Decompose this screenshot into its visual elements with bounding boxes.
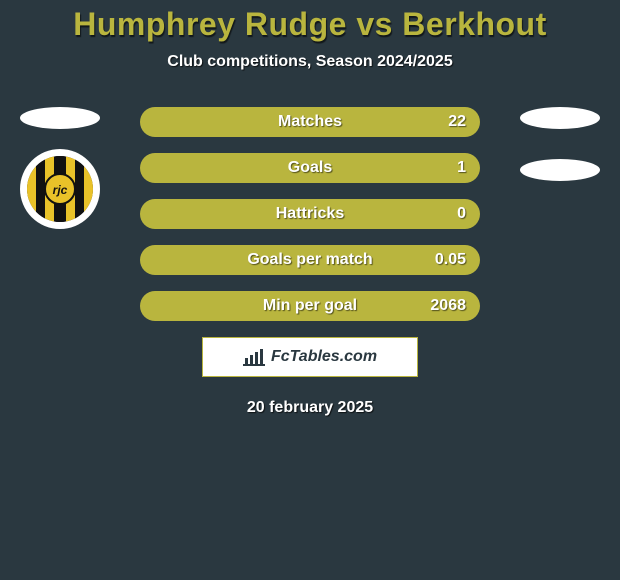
date-line: 20 february 2025 bbox=[0, 399, 620, 417]
page-title: Humphrey Rudge vs Berkhout bbox=[0, 6, 620, 43]
stat-row-goals: Goals 1 bbox=[140, 153, 480, 183]
stat-row-hattricks: Hattricks 0 bbox=[140, 199, 480, 229]
stat-row-min-per-goal: Min per goal 2068 bbox=[140, 291, 480, 321]
brand-box: FcTables.com bbox=[202, 337, 418, 377]
club-logo-text: rjc bbox=[53, 183, 68, 197]
stat-value: 0 bbox=[457, 205, 466, 223]
subtitle: Club competitions, Season 2024/2025 bbox=[0, 53, 620, 71]
stat-value: 2068 bbox=[430, 297, 466, 315]
stat-value: 1 bbox=[457, 159, 466, 177]
stat-label: Goals bbox=[288, 159, 332, 177]
infographic-container: Humphrey Rudge vs Berkhout Club competit… bbox=[0, 0, 620, 580]
stat-rows: Matches 22 Goals 1 Hattricks 0 Goals per… bbox=[140, 107, 480, 321]
club-logo: rjc bbox=[20, 149, 100, 229]
brand-text: FcTables.com bbox=[271, 348, 377, 366]
player-badge-left bbox=[20, 107, 100, 129]
stats-area: rjc Matches 22 Goals 1 Hattricks 0 Goals… bbox=[0, 107, 620, 417]
stat-label: Goals per match bbox=[247, 251, 372, 269]
stat-label: Matches bbox=[278, 113, 342, 131]
player-badge-right-1 bbox=[520, 107, 600, 129]
chart-icon bbox=[243, 348, 265, 366]
stat-value: 22 bbox=[448, 113, 466, 131]
stat-row-goals-per-match: Goals per match 0.05 bbox=[140, 245, 480, 275]
stat-value: 0.05 bbox=[435, 251, 466, 269]
stat-label: Hattricks bbox=[276, 205, 344, 223]
player-badge-right-2 bbox=[520, 159, 600, 181]
stat-row-matches: Matches 22 bbox=[140, 107, 480, 137]
club-logo-svg: rjc bbox=[20, 149, 100, 229]
stat-label: Min per goal bbox=[263, 297, 357, 315]
